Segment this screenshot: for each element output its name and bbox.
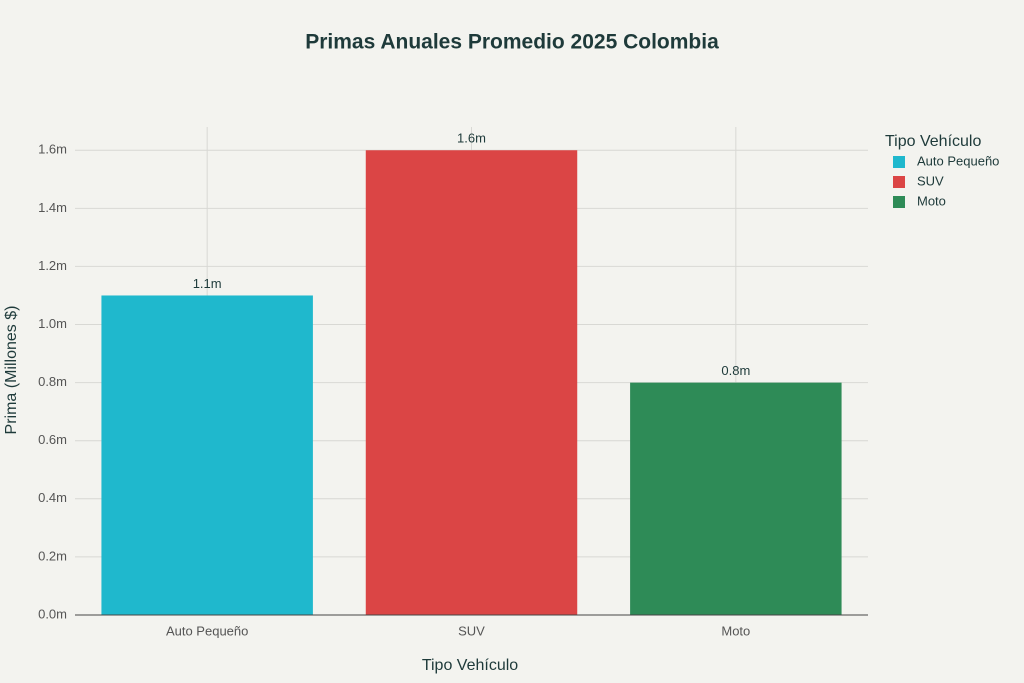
y-tick-label: 0.2m [38,548,67,563]
y-tick-label: 1.6m [38,142,67,157]
legend-swatch [893,156,905,168]
chart-title: Primas Anuales Promedio 2025 Colombia [305,31,719,54]
value-label: 1.6m [457,131,486,146]
y-tick-label: 0.6m [38,432,67,447]
legend-label: Moto [917,193,946,208]
y-tick-label: 0.0m [38,606,67,621]
legend-swatch [893,196,905,208]
x-tick-label: Moto [721,623,750,638]
y-tick-label: 1.0m [38,316,67,331]
x-tick-label: Auto Pequeño [166,623,248,638]
legend-swatch [893,176,905,188]
legend-label: Auto Pequeño [917,153,999,168]
y-tick-label: 0.4m [38,490,67,505]
bar [365,150,578,615]
y-tick-label: 1.2m [38,258,67,273]
y-tick-label: 1.4m [38,200,67,215]
x-tick-label: SUV [458,623,485,638]
y-tick-label: 0.8m [38,374,67,389]
x-axis-title: Tipo Vehículo [422,657,518,674]
value-label: 1.1m [193,276,222,291]
value-label: 0.8m [721,363,750,378]
legend-title: Tipo Vehículo [885,133,981,150]
bar [630,382,842,615]
legend-label: SUV [917,173,944,188]
bar [101,295,313,615]
y-axis-title: Prima (Millones $) [3,306,20,435]
